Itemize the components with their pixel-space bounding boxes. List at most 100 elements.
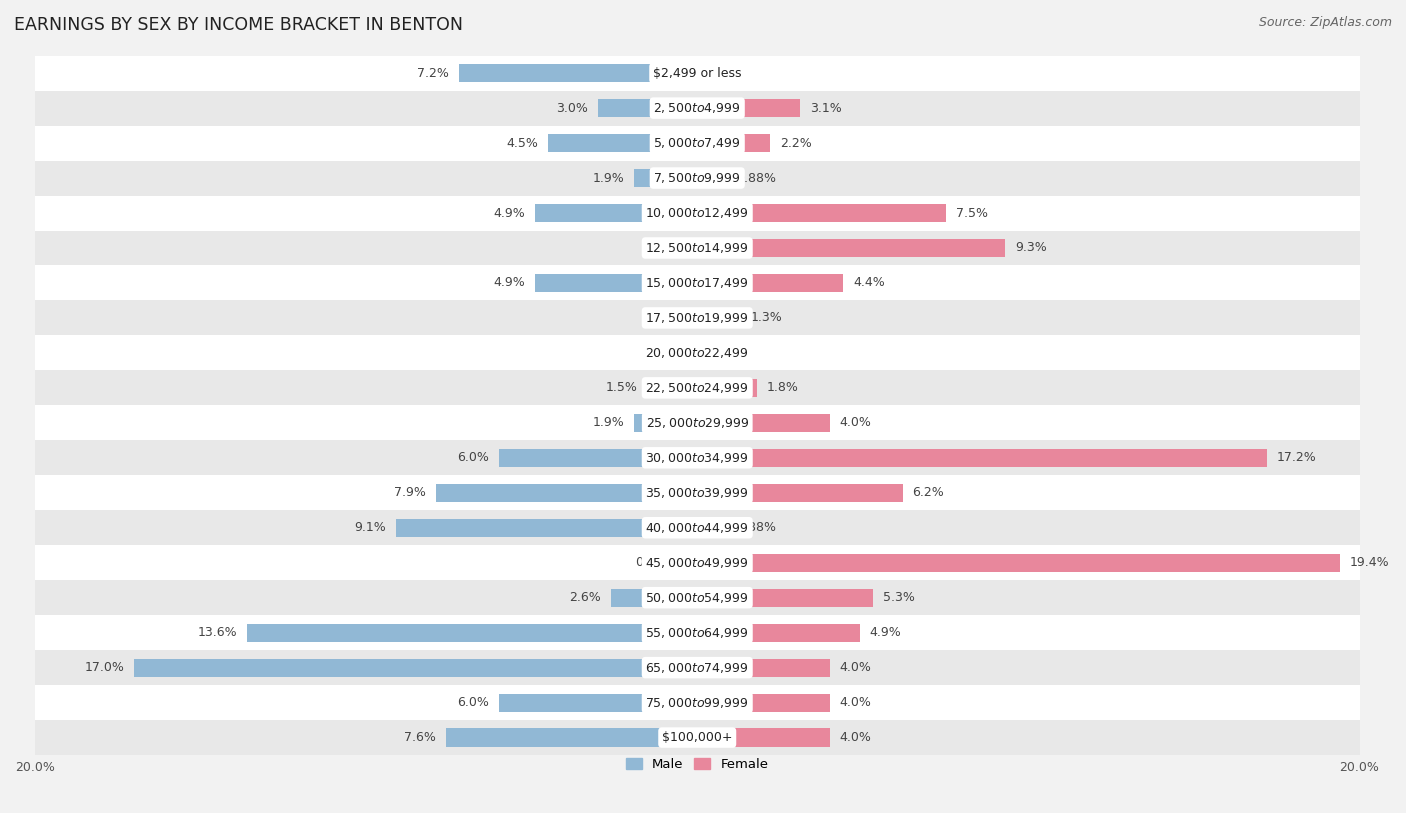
Bar [499,449,697,467]
Bar [685,554,697,572]
Text: 0.38%: 0.38% [636,556,675,569]
Text: 2.2%: 2.2% [780,137,811,150]
Bar [697,554,1340,572]
Bar [534,274,697,292]
Bar [35,650,1360,685]
Text: 4.9%: 4.9% [869,626,901,639]
Text: 1.5%: 1.5% [606,381,638,394]
Text: 1.3%: 1.3% [751,311,782,324]
Text: 7.2%: 7.2% [418,67,449,80]
Bar [697,239,1005,257]
Text: 4.0%: 4.0% [839,661,872,674]
Bar [648,379,697,397]
Bar [697,449,1267,467]
Bar [35,441,1360,476]
Text: 0.88%: 0.88% [737,521,776,534]
Bar [697,99,800,117]
Bar [35,266,1360,301]
Bar [697,204,946,222]
Text: $12,500 to $14,999: $12,500 to $14,999 [645,241,749,255]
Bar [548,134,697,152]
Bar [35,615,1360,650]
Bar [35,511,1360,546]
Bar [35,720,1360,755]
Text: $20,000 to $22,499: $20,000 to $22,499 [645,346,749,360]
Bar [446,728,697,746]
Text: $35,000 to $39,999: $35,000 to $39,999 [645,486,749,500]
Text: 13.6%: 13.6% [197,626,238,639]
Text: $17,500 to $19,999: $17,500 to $19,999 [645,311,749,325]
Text: 4.0%: 4.0% [839,731,872,744]
Text: 7.9%: 7.9% [394,486,426,499]
Text: 5.3%: 5.3% [883,591,914,604]
Text: 9.1%: 9.1% [354,521,387,534]
Text: $2,499 or less: $2,499 or less [652,67,741,80]
Bar [35,160,1360,196]
Text: 4.9%: 4.9% [494,207,524,220]
Text: 4.5%: 4.5% [506,137,538,150]
Text: 19.4%: 19.4% [1350,556,1389,569]
Bar [247,624,697,641]
Bar [35,476,1360,511]
Bar [35,301,1360,336]
Text: $40,000 to $44,999: $40,000 to $44,999 [645,521,749,535]
Text: $50,000 to $54,999: $50,000 to $54,999 [645,591,749,605]
Text: 17.0%: 17.0% [84,661,124,674]
Text: 1.9%: 1.9% [593,416,624,429]
Text: 0.88%: 0.88% [737,172,776,185]
Text: Source: ZipAtlas.com: Source: ZipAtlas.com [1258,16,1392,29]
Text: $55,000 to $64,999: $55,000 to $64,999 [645,626,749,640]
Bar [35,580,1360,615]
Text: $10,000 to $12,499: $10,000 to $12,499 [645,206,749,220]
Bar [697,134,770,152]
Bar [35,371,1360,406]
Bar [697,693,830,711]
Text: $30,000 to $34,999: $30,000 to $34,999 [645,450,749,465]
Bar [697,379,756,397]
Text: $7,500 to $9,999: $7,500 to $9,999 [654,171,741,185]
Text: 7.6%: 7.6% [404,731,436,744]
Text: $22,500 to $24,999: $22,500 to $24,999 [645,380,749,395]
Text: 3.0%: 3.0% [557,102,588,115]
Text: 2.6%: 2.6% [569,591,602,604]
Bar [458,64,697,82]
Legend: Male, Female: Male, Female [620,753,773,776]
Text: 7.5%: 7.5% [956,207,987,220]
Text: $5,000 to $7,499: $5,000 to $7,499 [654,136,741,150]
Bar [697,169,727,187]
Bar [35,231,1360,266]
Text: $2,500 to $4,999: $2,500 to $4,999 [654,101,741,115]
Text: 9.3%: 9.3% [1015,241,1047,254]
Text: 6.0%: 6.0% [457,696,489,709]
Bar [499,693,697,711]
Text: $45,000 to $49,999: $45,000 to $49,999 [645,556,749,570]
Bar [534,204,697,222]
Bar [35,90,1360,125]
Bar [35,125,1360,160]
Bar [697,519,727,537]
Bar [35,336,1360,371]
Bar [436,484,697,502]
Bar [697,589,873,606]
Text: 1.8%: 1.8% [766,381,799,394]
Text: $100,000+: $100,000+ [662,731,733,744]
Text: 4.9%: 4.9% [494,276,524,289]
Bar [35,406,1360,441]
Text: 1.9%: 1.9% [593,172,624,185]
Bar [598,99,697,117]
Bar [697,659,830,676]
Bar [697,484,903,502]
Bar [634,414,697,432]
Text: 4.0%: 4.0% [839,696,872,709]
Bar [35,546,1360,580]
Text: EARNINGS BY SEX BY INCOME BRACKET IN BENTON: EARNINGS BY SEX BY INCOME BRACKET IN BEN… [14,16,463,34]
Bar [135,659,697,676]
Text: 17.2%: 17.2% [1277,451,1316,464]
Bar [396,519,697,537]
Text: 4.0%: 4.0% [839,416,872,429]
Bar [634,169,697,187]
Bar [35,55,1360,90]
Bar [697,309,741,327]
Bar [697,728,830,746]
Bar [697,274,844,292]
